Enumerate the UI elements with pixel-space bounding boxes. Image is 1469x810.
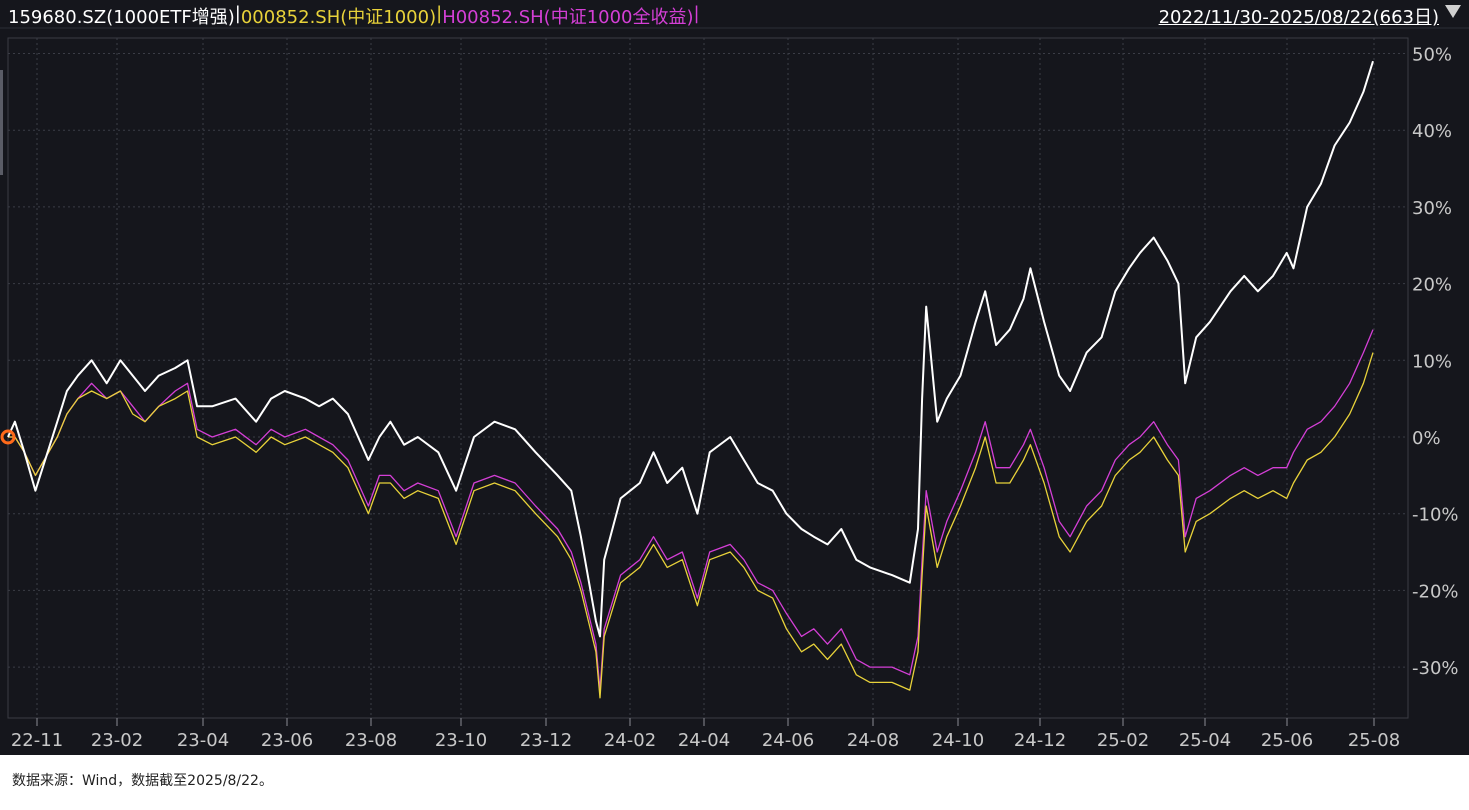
x-tick-label: 23-02 [91, 730, 143, 751]
plot-frame [7, 37, 1409, 719]
y-tick-label: -10% [1412, 505, 1459, 526]
x-tick-label: 23-08 [345, 730, 397, 751]
x-tick-label: 24-06 [762, 730, 814, 751]
legend-series3-label[interactable]: H00852.SH(中证1000全收益) [442, 7, 694, 28]
y-tick-label: 30% [1412, 198, 1452, 219]
chart-panel [0, 0, 1469, 755]
x-tick-label: 23-06 [261, 730, 313, 751]
series-line-2 [8, 352, 1374, 699]
x-tick-label: 23-12 [520, 730, 572, 751]
x-tick-label: 24-12 [1014, 730, 1066, 751]
legend-series1-label[interactable]: 159680.SZ(1000ETF增强) [8, 7, 235, 28]
legend-separator: | [436, 3, 443, 24]
series-line-3 [8, 329, 1374, 691]
x-tick-label: 24-10 [932, 730, 984, 751]
date-range-selector[interactable]: 2022/11/30-2025/08/22(663日) [1158, 7, 1439, 28]
triangle-down-icon[interactable] [1443, 2, 1463, 25]
legend-separator: | [693, 3, 700, 24]
source-note: 数据来源：Wind，数据截至2025/8/22。 [12, 773, 273, 789]
x-tick-label: 24-02 [604, 730, 656, 751]
legend-series2-label[interactable]: 000852.SH(中证1000) [240, 7, 437, 28]
series-line-1 [7, 60, 1374, 638]
x-tick-label: 24-08 [847, 730, 899, 751]
scrollbar-thumb [0, 70, 3, 175]
y-tick-label: -30% [1412, 658, 1459, 679]
legend-separator: | [234, 3, 241, 24]
y-tick-label: -20% [1412, 581, 1459, 602]
x-tick-label: 23-04 [177, 730, 229, 751]
x-tick-label: 24-04 [678, 730, 730, 751]
y-tick-label: 10% [1412, 351, 1452, 372]
y-tick-label: 50% [1412, 45, 1452, 66]
x-tick-label: 25-02 [1097, 730, 1149, 751]
x-tick-label: 23-10 [435, 730, 487, 751]
start-point-marker [0, 429, 16, 445]
x-tick-label: 22-11 [11, 730, 63, 751]
y-tick-label: 40% [1412, 121, 1452, 142]
line-chart: 50% 40% 30% 20% 10% 0% -10% -20% -30% 22-11 23-02 2… [0, 27, 1469, 751]
legend-header: 159680.SZ(1000ETF增强) | 000852.SH(中证1000)… [0, 0, 1469, 28]
x-tick-label: 25-04 [1179, 730, 1231, 751]
y-tick-label: 20% [1412, 275, 1452, 296]
x-tick-label: 25-08 [1348, 730, 1400, 751]
y-tick-label: 0% [1412, 428, 1441, 449]
x-tick-label: 25-06 [1261, 730, 1313, 751]
